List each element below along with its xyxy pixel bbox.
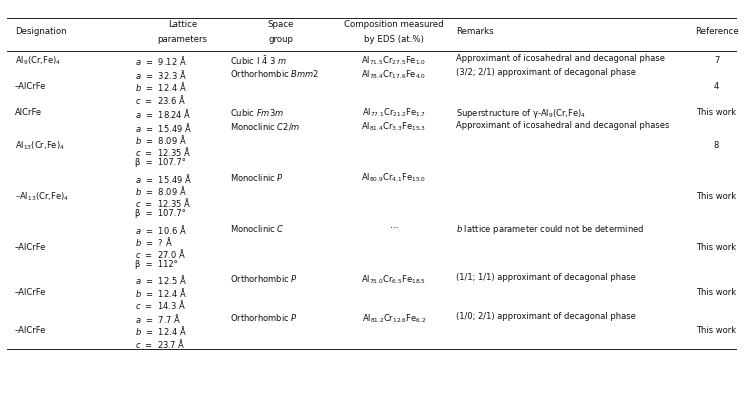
Text: $a$  =  10.6 Å: $a$ = 10.6 Å (135, 222, 187, 236)
Text: Al$_9$(Cr,Fe)$_4$: Al$_9$(Cr,Fe)$_4$ (15, 54, 61, 67)
Text: parameters: parameters (158, 35, 208, 44)
Text: $a$  =  9.12 Å: $a$ = 9.12 Å (135, 54, 187, 67)
Text: This work: This work (696, 192, 737, 201)
Text: Approximant of icosahedral and decagonal phase: Approximant of icosahedral and decagonal… (456, 54, 665, 63)
Text: by EDS (at.%): by EDS (at.%) (364, 35, 424, 44)
Text: Space: Space (268, 20, 294, 29)
Text: Al$_{71.5}$Cr$_{27.5}$Fe$_{1.0}$: Al$_{71.5}$Cr$_{27.5}$Fe$_{1.0}$ (362, 54, 426, 67)
Text: $c$  =  12.35 Å: $c$ = 12.35 Å (135, 196, 192, 209)
Text: $a$  =  7.7 Å: $a$ = 7.7 Å (135, 312, 181, 325)
Text: Al$_{13}$(Cr,Fe)$_4$: Al$_{13}$(Cr,Fe)$_4$ (15, 139, 65, 152)
Text: Cubic I $\bar{4}$ 3 $m$: Cubic I $\bar{4}$ 3 $m$ (230, 54, 286, 67)
Text: Monoclinic $P$: Monoclinic $P$ (230, 172, 283, 182)
Text: $b$  =  12.4 Å: $b$ = 12.4 Å (135, 324, 187, 338)
Text: 8: 8 (713, 141, 719, 150)
Text: (3/2; 2/1) approximant of decagonal phase: (3/2; 2/1) approximant of decagonal phas… (456, 68, 636, 77)
Text: Al$_{81.2}$Cr$_{12.6}$Fe$_{6.2}$: Al$_{81.2}$Cr$_{12.6}$Fe$_{6.2}$ (362, 312, 426, 325)
Text: Orthorhombic $P$: Orthorhombic $P$ (230, 274, 298, 284)
Text: Orthorhombic $P$: Orthorhombic $P$ (230, 312, 298, 323)
Text: Orthorhombic $Bmm2$: Orthorhombic $Bmm2$ (230, 68, 319, 79)
Text: $c$  =  27.0 Å: $c$ = 27.0 Å (135, 247, 186, 260)
Text: $a$  =  18.24 Å: $a$ = 18.24 Å (135, 107, 192, 120)
Text: $b$  =  8.09 Å: $b$ = 8.09 Å (135, 184, 187, 197)
Text: $b$  =  12.4 Å: $b$ = 12.4 Å (135, 80, 187, 94)
Text: –Al$_{13}$(Cr,Fe)$_4$: –Al$_{13}$(Cr,Fe)$_4$ (15, 190, 68, 202)
Text: (1/1; 1/1) approximant of decagonal phase: (1/1; 1/1) approximant of decagonal phas… (456, 274, 635, 282)
Text: This work: This work (696, 243, 737, 252)
Text: Al$_{77.1}$Cr$_{21.2}$Fe$_{1.7}$: Al$_{77.1}$Cr$_{21.2}$Fe$_{1.7}$ (362, 107, 426, 119)
Text: Al$_{80.9}$Cr$_{4.1}$Fe$_{15.0}$: Al$_{80.9}$Cr$_{4.1}$Fe$_{15.0}$ (362, 172, 426, 184)
Text: (1/0; 2/1) approximant of decagonal phase: (1/0; 2/1) approximant of decagonal phas… (456, 312, 635, 321)
Text: –AlCrFe: –AlCrFe (15, 243, 46, 252)
Text: This work: This work (696, 108, 737, 117)
Text: –AlCrFe: –AlCrFe (15, 82, 46, 91)
Text: $b$ lattice parameter could not be determined: $b$ lattice parameter could not be deter… (456, 222, 644, 236)
Text: Remarks: Remarks (456, 27, 493, 36)
Text: Monoclinic $C2/m$: Monoclinic $C2/m$ (230, 121, 301, 132)
Text: Al$_{75.0}$Cr$_{6.5}$Fe$_{18.5}$: Al$_{75.0}$Cr$_{6.5}$Fe$_{18.5}$ (362, 274, 426, 286)
Text: β  =  112°: β = 112° (135, 260, 178, 268)
Text: $b$  =  8.09 Å: $b$ = 8.09 Å (135, 133, 187, 146)
Text: 4: 4 (714, 82, 719, 91)
Text: ⋯: ⋯ (390, 222, 398, 232)
Text: Monoclinic $C$: Monoclinic $C$ (230, 222, 284, 234)
Text: Designation: Designation (15, 27, 66, 36)
Text: $a$  =  15.49 Å: $a$ = 15.49 Å (135, 172, 192, 184)
Text: $c$  =  12.35 Å: $c$ = 12.35 Å (135, 145, 192, 158)
Text: This work: This work (696, 326, 737, 335)
Text: –AlCrFe: –AlCrFe (15, 326, 46, 335)
Text: $a$  =  15.49 Å: $a$ = 15.49 Å (135, 121, 192, 134)
Text: $a$  =  12.5 Å: $a$ = 12.5 Å (135, 274, 187, 286)
Text: –AlCrFe: –AlCrFe (15, 288, 46, 296)
Text: β  =  107.7°: β = 107.7° (135, 209, 186, 218)
Text: Cubic $Fm3m$: Cubic $Fm3m$ (230, 107, 283, 118)
Text: $c$  =  14.3 Å: $c$ = 14.3 Å (135, 298, 186, 311)
Text: $b$  =  12.4 Å: $b$ = 12.4 Å (135, 286, 187, 299)
Text: β  =  107.7°: β = 107.7° (135, 158, 186, 167)
Text: AlCrFe: AlCrFe (15, 108, 42, 117)
Text: Composition measured: Composition measured (344, 20, 443, 29)
Text: $c$  =  23.7 Å: $c$ = 23.7 Å (135, 337, 186, 350)
Text: Superstructure of γ-Al$_9$(Cr,Fe)$_4$: Superstructure of γ-Al$_9$(Cr,Fe)$_4$ (456, 107, 586, 120)
Text: group: group (269, 35, 293, 44)
Text: $b$  =  ? Å: $b$ = ? Å (135, 235, 173, 248)
Text: $c$  =  23.6 Å: $c$ = 23.6 Å (135, 93, 186, 106)
Text: 7: 7 (713, 56, 719, 65)
Text: $a$  =  32.3 Å: $a$ = 32.3 Å (135, 68, 187, 81)
Text: Al$_{78.4}$Cr$_{17.6}$Fe$_{4.0}$: Al$_{78.4}$Cr$_{17.6}$Fe$_{4.0}$ (362, 68, 426, 80)
Text: Approximant of icosahedral and decagonal phases: Approximant of icosahedral and decagonal… (456, 121, 669, 130)
Text: This work: This work (696, 288, 737, 296)
Text: Reference: Reference (695, 27, 738, 36)
Text: Lattice: Lattice (168, 20, 197, 29)
Text: Al$_{81.4}$Cr$_{3.3}$Fe$_{15.3}$: Al$_{81.4}$Cr$_{3.3}$Fe$_{15.3}$ (362, 121, 426, 133)
